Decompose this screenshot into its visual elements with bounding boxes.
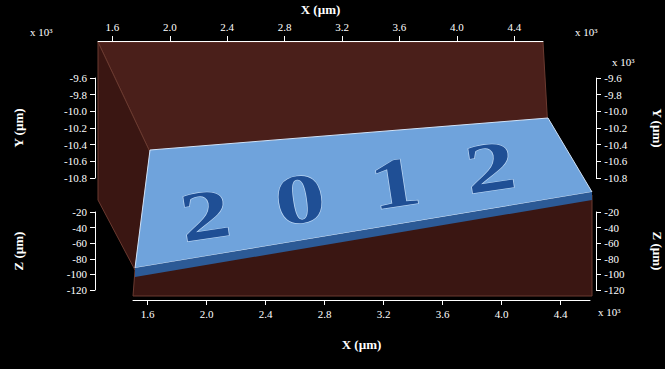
svg-text:-80: -80: [72, 253, 87, 265]
svg-text:2.4: 2.4: [220, 21, 234, 33]
svg-text:3.6: 3.6: [436, 308, 450, 320]
svg-text:x 10³: x 10³: [612, 56, 635, 68]
svg-text:-10.8: -10.8: [64, 172, 87, 184]
svg-text:2.8: 2.8: [318, 308, 332, 320]
svg-text:-10.0: -10.0: [64, 105, 87, 117]
svg-text:1.6: 1.6: [105, 21, 119, 33]
svg-text:-9.6: -9.6: [604, 72, 622, 84]
svg-text:-9.6: -9.6: [70, 72, 88, 84]
svg-text:2.0: 2.0: [200, 308, 214, 320]
svg-text:-10.6: -10.6: [64, 155, 87, 167]
svg-text:-60: -60: [604, 237, 619, 249]
svg-text:-10.6: -10.6: [604, 155, 627, 167]
svg-text:-80: -80: [604, 253, 619, 265]
svg-text:4.0: 4.0: [450, 21, 464, 33]
svg-text:2: 2: [174, 173, 235, 257]
svg-text:3.2: 3.2: [335, 21, 349, 33]
svg-text:-9.8: -9.8: [70, 89, 88, 101]
svg-text:-20: -20: [72, 206, 87, 218]
svg-text:x 10³: x 10³: [575, 26, 598, 38]
svg-text:x 10³: x 10³: [598, 306, 621, 318]
svg-text:-40: -40: [72, 222, 87, 234]
svg-text:-60: -60: [72, 237, 87, 249]
svg-text:4.4: 4.4: [554, 308, 568, 320]
svg-text:-10.2: -10.2: [64, 122, 87, 134]
svg-text:-10.0: -10.0: [604, 105, 627, 117]
svg-text:Y (µm): Y (µm): [650, 108, 665, 147]
svg-text:-10.4: -10.4: [64, 139, 87, 151]
svg-text:Z (µm): Z (µm): [650, 232, 665, 271]
svg-text:2.8: 2.8: [278, 21, 292, 33]
svg-text:Y (µm): Y (µm): [11, 108, 26, 147]
svg-text:3.6: 3.6: [393, 21, 407, 33]
svg-text:1: 1: [364, 141, 425, 225]
svg-text:-10.2: -10.2: [604, 122, 627, 134]
svg-text:-40: -40: [604, 222, 619, 234]
svg-text:X (µm): X (µm): [301, 2, 341, 17]
svg-text:-10.8: -10.8: [604, 172, 627, 184]
svg-text:2: 2: [459, 125, 520, 209]
svg-text:-9.8: -9.8: [604, 89, 622, 101]
svg-text:-10.4: -10.4: [604, 139, 627, 151]
svg-text:2.4: 2.4: [259, 308, 273, 320]
svg-text:0: 0: [269, 157, 330, 241]
svg-text:2.0: 2.0: [163, 21, 177, 33]
svg-text:-120: -120: [67, 284, 88, 296]
svg-text:x 10³: x 10³: [30, 26, 53, 38]
svg-text:-120: -120: [604, 284, 625, 296]
svg-text:-100: -100: [67, 268, 88, 280]
svg-text:1.6: 1.6: [141, 308, 155, 320]
svg-text:-20: -20: [604, 206, 619, 218]
svg-text:-100: -100: [604, 268, 625, 280]
svg-text:4.0: 4.0: [495, 308, 509, 320]
svg-text:Z (µm): Z (µm): [11, 232, 26, 271]
svg-text:4.4: 4.4: [507, 21, 521, 33]
svg-text:3.2: 3.2: [377, 308, 391, 320]
svg-text:X (µm): X (µm): [342, 337, 382, 352]
